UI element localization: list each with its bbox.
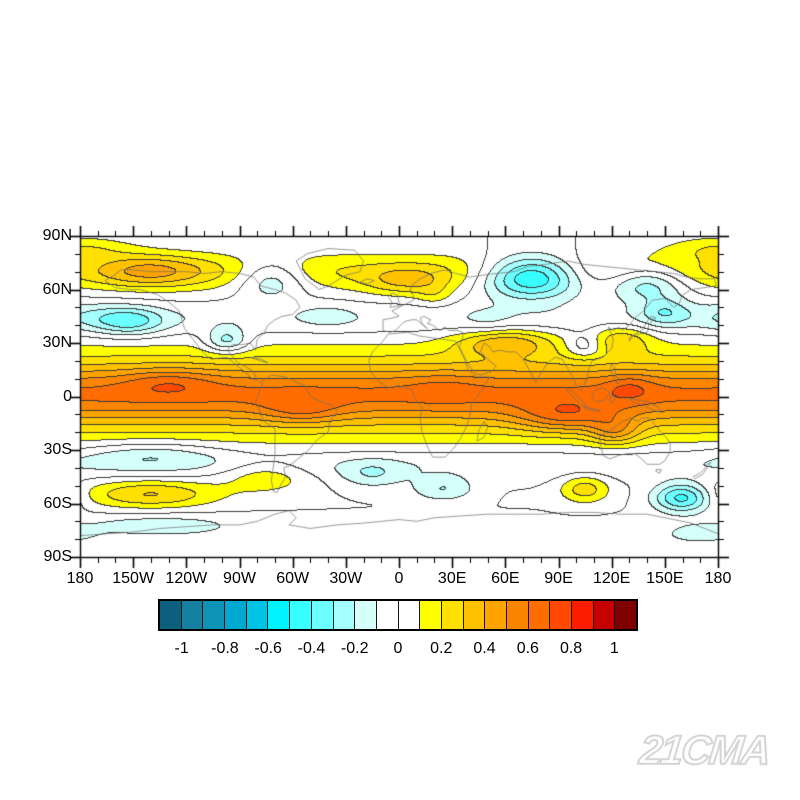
colorbar-cell (462, 601, 485, 629)
colorbar-cell (202, 601, 225, 629)
x-axis-tick-label: 60E (491, 570, 520, 587)
y-axis-tick-label: 60S (43, 494, 72, 512)
colorbar-cell (332, 601, 355, 629)
colorbar-cell (310, 601, 333, 629)
colorbar-cell (506, 601, 528, 629)
y-axis-tick-label: 0 (63, 387, 72, 405)
colorbar-cell (160, 601, 181, 629)
colorbar-cell (180, 601, 203, 629)
colorbar-cell (614, 601, 637, 629)
colorbar-cell (354, 601, 376, 629)
x-axis-tick-label: 30E (437, 570, 467, 587)
y-axis-tick-label: 30S (43, 441, 72, 458)
colorbar-cell (527, 601, 550, 629)
colorbar-cell (419, 601, 441, 629)
colorbar-cell (484, 601, 506, 629)
colorbar-tick-label: 0 (393, 640, 403, 657)
x-axis-tick-label: 120W (165, 570, 208, 587)
colorbar-cell (289, 601, 311, 629)
colorbar-tick-label: 0.8 (559, 640, 583, 657)
x-axis-tick-label: 180 (704, 570, 732, 587)
colorbar-cell (549, 601, 572, 629)
colorbar-cell (375, 601, 398, 629)
y-axis-tick-label: 60N (42, 280, 72, 298)
colorbar-tick-label: 0.6 (516, 640, 539, 657)
y-axis-tick-label: 90S (43, 548, 72, 565)
colorbar-cell (440, 601, 463, 629)
colorbar-tick-label: 1 (609, 640, 619, 657)
colorbar (158, 599, 638, 631)
colorbar-cell (267, 601, 290, 629)
colorbar-tick-label: -0.2 (340, 640, 369, 657)
colorbar-cell (397, 601, 420, 629)
colorbar-tick-label: 0.2 (430, 640, 453, 657)
x-axis-tick-label: 180 (66, 570, 94, 587)
x-axis-tick-label: 120E (592, 570, 631, 587)
watermark-logo: 21CMA (637, 726, 773, 774)
x-axis-tick-label: 90W (223, 570, 256, 587)
colorbar-tick-label: -0.4 (297, 640, 326, 657)
colorbar-tick-label: 0.4 (473, 640, 496, 657)
x-axis-tick-label: 150E (646, 570, 684, 587)
x-axis-tick-label: 150W (112, 570, 155, 587)
colorbar-tick-label: -1 (174, 640, 189, 657)
colorbar-cell (224, 601, 246, 629)
x-axis-tick-label: 30W (329, 570, 363, 587)
x-axis-tick-label: 90E (544, 570, 573, 587)
y-axis-tick-label: 30N (42, 334, 72, 351)
x-axis-tick-label: 0 (394, 570, 404, 587)
x-axis-tick-label: 60W (276, 570, 310, 587)
colorbar-cell (571, 601, 593, 629)
colorbar-cell (245, 601, 268, 629)
colorbar-cell (592, 601, 615, 629)
y-axis-tick-label: 90N (42, 227, 72, 244)
colorbar-tick-label: -0.6 (254, 640, 282, 657)
colorbar-tick-label: -0.8 (211, 640, 239, 657)
